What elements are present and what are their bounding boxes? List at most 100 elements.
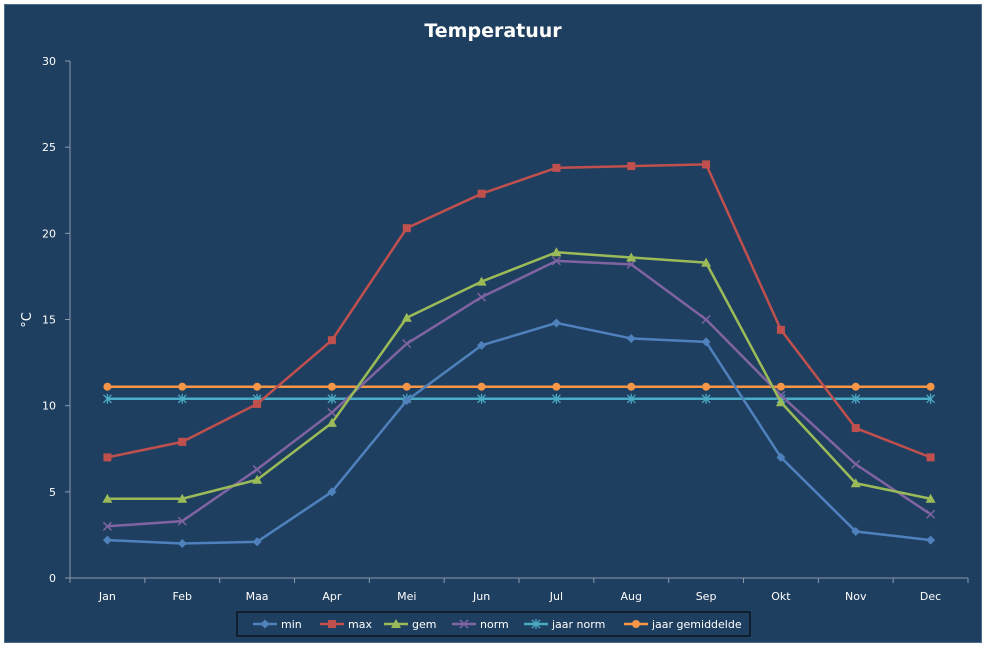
data-point	[851, 459, 861, 469]
legend-item: norm	[452, 618, 509, 631]
data-point	[701, 257, 712, 267]
data-point	[102, 493, 113, 503]
legend-label: gem	[412, 618, 436, 631]
data-point	[851, 393, 861, 404]
series-max	[103, 160, 935, 462]
data-point	[327, 336, 336, 345]
data-point	[702, 382, 711, 391]
data-point	[626, 393, 636, 404]
chart-area	[4, 4, 982, 643]
legend-item: max	[320, 618, 372, 631]
legend-label: norm	[480, 618, 509, 631]
x-axis-ticks: Jan Feb Maa Apr Mei Jun Jul Aug Sep Okt Nov Dec	[69, 578, 969, 603]
series-line	[106, 163, 932, 459]
x-tick-label: Jun	[472, 590, 490, 603]
x-tick-label: Mei	[397, 590, 416, 603]
x-tick-label: Sep	[696, 590, 717, 603]
y-tick-label: 5	[49, 486, 56, 499]
data-point	[178, 382, 187, 391]
x-tick-label: Aug	[621, 590, 642, 603]
data-point	[701, 314, 711, 325]
series-layer	[102, 160, 936, 549]
data-point	[925, 493, 936, 503]
data-point-stroke	[459, 619, 469, 629]
x-tick-label: Dec	[920, 590, 941, 603]
data-point	[177, 393, 187, 404]
data-point	[253, 399, 262, 408]
legend-label: jaar norm	[551, 618, 605, 631]
data-point	[260, 619, 270, 629]
data-point	[850, 478, 861, 488]
series-line	[106, 259, 932, 528]
series-line	[106, 321, 932, 545]
data-point-stroke	[177, 516, 187, 526]
legend-label: min	[281, 618, 302, 631]
series-jaar-norm	[102, 393, 936, 404]
legend-item: min	[253, 618, 302, 631]
data-point	[103, 453, 112, 462]
data-point	[477, 340, 487, 350]
data-point	[531, 619, 541, 629]
series-norm	[102, 256, 936, 531]
data-point	[701, 337, 711, 347]
y-axis-label: °C	[20, 312, 35, 328]
series-line	[106, 251, 932, 500]
data-point	[627, 162, 636, 171]
legend-item: jaar norm	[524, 618, 605, 631]
y-tick-label: 25	[42, 141, 56, 154]
data-point	[459, 619, 469, 629]
data-point	[851, 382, 860, 391]
data-point	[328, 620, 336, 628]
data-point	[391, 619, 401, 628]
data-point	[551, 247, 562, 257]
legend: min max gem norm jaar norm jaar gemiddelde	[236, 611, 751, 637]
y-tick-label: 30	[42, 55, 56, 68]
data-point-stroke	[551, 256, 561, 266]
data-point	[626, 259, 636, 269]
data-point	[326, 417, 337, 427]
data-point	[477, 393, 487, 404]
x-tick-label: Maa	[246, 590, 269, 603]
data-point	[551, 318, 561, 328]
data-point	[926, 535, 936, 545]
y-tick-label: 0	[49, 572, 56, 585]
x-tick-label: Okt	[771, 590, 791, 603]
x-tick-label: Nov	[845, 590, 867, 603]
data-point	[776, 325, 785, 334]
data-point-stroke	[477, 292, 487, 302]
series-gem	[102, 247, 936, 503]
y-tick-label: 15	[42, 314, 56, 327]
data-point	[477, 189, 486, 198]
data-point	[327, 393, 337, 404]
data-point	[551, 256, 561, 266]
axes	[69, 61, 968, 579]
chart-title: Temperatuur	[424, 20, 562, 42]
data-point-stroke	[701, 314, 711, 325]
x-tick-label: Feb	[173, 590, 192, 603]
data-point	[926, 382, 935, 391]
legend-label: max	[348, 618, 372, 631]
data-point-stroke	[926, 509, 936, 519]
data-point	[776, 382, 785, 391]
y-tick-label: 20	[42, 227, 56, 240]
y-tick-label: 10	[42, 400, 56, 413]
data-point	[178, 437, 187, 446]
data-point	[551, 393, 561, 404]
data-point-stroke	[851, 459, 861, 469]
data-point	[177, 493, 188, 503]
legend-box	[236, 611, 751, 637]
data-point	[102, 521, 112, 531]
x-tick-label: Jul	[549, 590, 563, 603]
data-point	[626, 252, 637, 262]
data-point	[252, 464, 262, 474]
data-point	[402, 395, 412, 405]
data-point	[701, 393, 711, 404]
legend-item: jaar gemiddelde	[624, 618, 742, 631]
data-point	[627, 382, 636, 391]
x-tick-label: Apr	[322, 590, 342, 603]
series-jaar-gemiddelde	[103, 382, 935, 391]
data-point	[851, 424, 860, 433]
data-point	[402, 339, 412, 349]
x-tick-label: Jan	[98, 590, 116, 603]
